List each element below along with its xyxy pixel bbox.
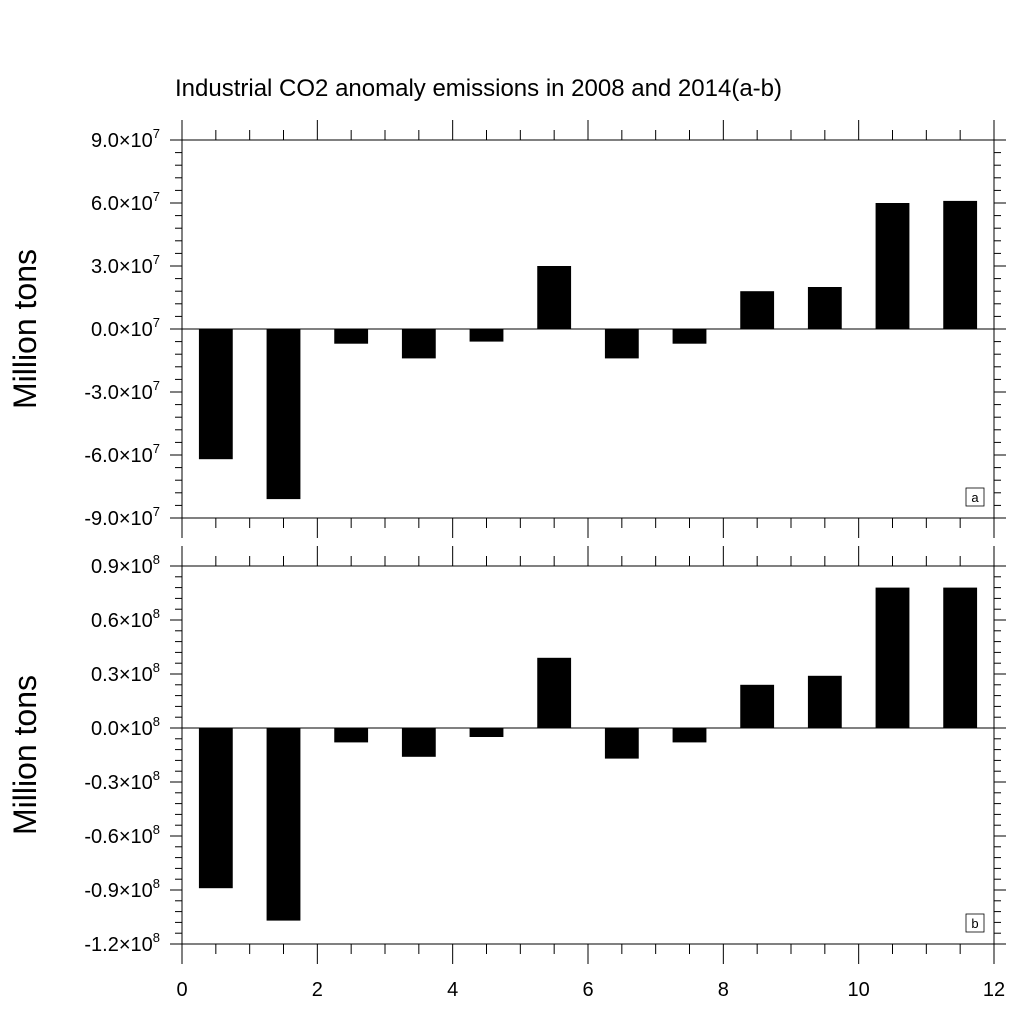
bar-b-12 (943, 587, 978, 728)
bar-a-5 (469, 329, 504, 342)
bar-b-10 (807, 675, 842, 728)
panel-tag-label: a (971, 490, 979, 505)
y-tick-label: -0.6×108 (84, 822, 160, 848)
y-axis-label: Million tons (7, 675, 43, 835)
bar-b-7 (604, 728, 639, 759)
bar-a-2 (266, 329, 301, 500)
bar-b-9 (740, 684, 775, 728)
bar-b-6 (537, 657, 572, 728)
bar-a-1 (198, 329, 233, 460)
bar-b-11 (875, 587, 910, 728)
bar-a-8 (672, 329, 707, 344)
x-tick-label: 4 (447, 979, 458, 1001)
y-tick-label: 0.0×108 (91, 714, 160, 740)
bar-a-12 (943, 200, 978, 329)
bar-b-1 (198, 728, 233, 889)
bar-a-10 (807, 287, 842, 329)
y-axis-label: Million tons (7, 249, 43, 409)
x-tick-label: 8 (718, 979, 729, 1001)
bar-b-4 (401, 728, 436, 757)
x-tick-label: 2 (312, 979, 323, 1001)
x-tick-label: 6 (582, 979, 593, 1001)
panel-b: 0.9×108 0.6×108 0.3×108 0.0×108 -0.3×108 -0.6… (7, 546, 1006, 1001)
bar-b-8 (672, 728, 707, 743)
panel-tag-label: b (971, 916, 978, 931)
panel-tag-box (965, 487, 985, 507)
y-tick-label: 6.0×107 (91, 189, 160, 215)
y-tick-label: 3.0×107 (91, 252, 160, 278)
x-tick-label: 10 (848, 979, 870, 1001)
y-tick-label: -6.0×107 (84, 441, 160, 467)
y-tick-label: 0.3×108 (91, 660, 160, 686)
plot-frame (181, 565, 995, 945)
y-tick-label: -0.9×108 (84, 876, 160, 902)
panel-a: 9.0×107 6.0×107 3.0×107 0.0×107 -3.0×107 -6.0… (7, 120, 1006, 538)
x-tick-label: 12 (983, 979, 1005, 1001)
bar-b-5 (469, 728, 504, 737)
y-tick-label: -9.0×107 (84, 504, 160, 530)
bar-a-3 (334, 329, 369, 344)
bar-a-11 (875, 203, 910, 329)
bar-a-4 (401, 329, 436, 359)
chart-title: Industrial CO2 anomaly emissions in 2008… (175, 75, 782, 102)
y-tick-label: -3.0×107 (84, 378, 160, 404)
y-tick-label: 0.6×108 (91, 606, 160, 632)
bar-b-3 (334, 728, 369, 743)
y-tick-label: -1.2×108 (84, 930, 160, 956)
x-tick-label: 0 (176, 979, 187, 1001)
y-tick-label: 9.0×107 (91, 126, 160, 152)
panel-tag-box (965, 913, 985, 933)
bar-a-6 (537, 266, 572, 329)
y-tick-label: 0.9×108 (91, 552, 160, 578)
y-tick-label: -0.3×108 (84, 768, 160, 794)
bar-a-7 (604, 329, 639, 359)
bar-a-9 (740, 291, 775, 329)
bar-b-2 (266, 728, 301, 921)
y-tick-label: 0.0×107 (91, 315, 160, 341)
